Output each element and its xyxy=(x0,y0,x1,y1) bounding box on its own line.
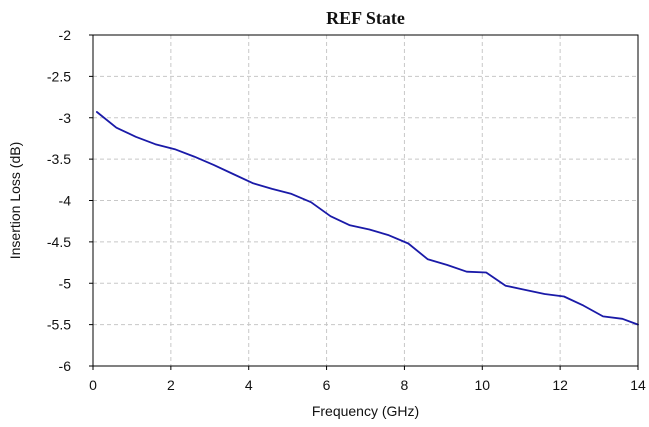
x-axis-tick-labels: 0 2 4 6 8 10 12 14 xyxy=(89,377,646,393)
x-tick-label: 4 xyxy=(245,377,253,393)
x-tick-label: 2 xyxy=(167,377,175,393)
x-tick-label: 10 xyxy=(474,377,490,393)
x-tick-label: 0 xyxy=(89,377,97,393)
chart-title: REF State xyxy=(326,8,405,28)
y-axis-label: Insertion Loss (dB) xyxy=(7,142,23,260)
series-line-0 xyxy=(96,111,639,326)
y-tick-label: -4.5 xyxy=(47,234,71,250)
x-tick-label: 6 xyxy=(323,377,331,393)
y-tick-label: -5 xyxy=(59,275,72,291)
y-tick-label: -3 xyxy=(59,110,72,126)
y-tick-label: -3.5 xyxy=(47,151,71,167)
tick-marks xyxy=(89,34,639,370)
x-axis-label: Frequency (GHz) xyxy=(312,403,419,419)
y-tick-label: -5.5 xyxy=(47,317,71,333)
y-tick-label: -6 xyxy=(59,358,72,374)
y-tick-label: -2.5 xyxy=(47,68,71,84)
y-tick-label: -4 xyxy=(59,193,72,209)
grid-lines xyxy=(93,35,638,366)
y-tick-label: -2 xyxy=(59,27,72,43)
x-tick-label: 12 xyxy=(552,377,568,393)
series-layer xyxy=(96,111,639,326)
x-tick-label: 8 xyxy=(401,377,409,393)
y-axis-tick-labels: -2 -2.5 -3 -3.5 -4 -4.5 -5 -5.5 -6 xyxy=(47,27,71,374)
x-tick-label: 14 xyxy=(630,377,646,393)
